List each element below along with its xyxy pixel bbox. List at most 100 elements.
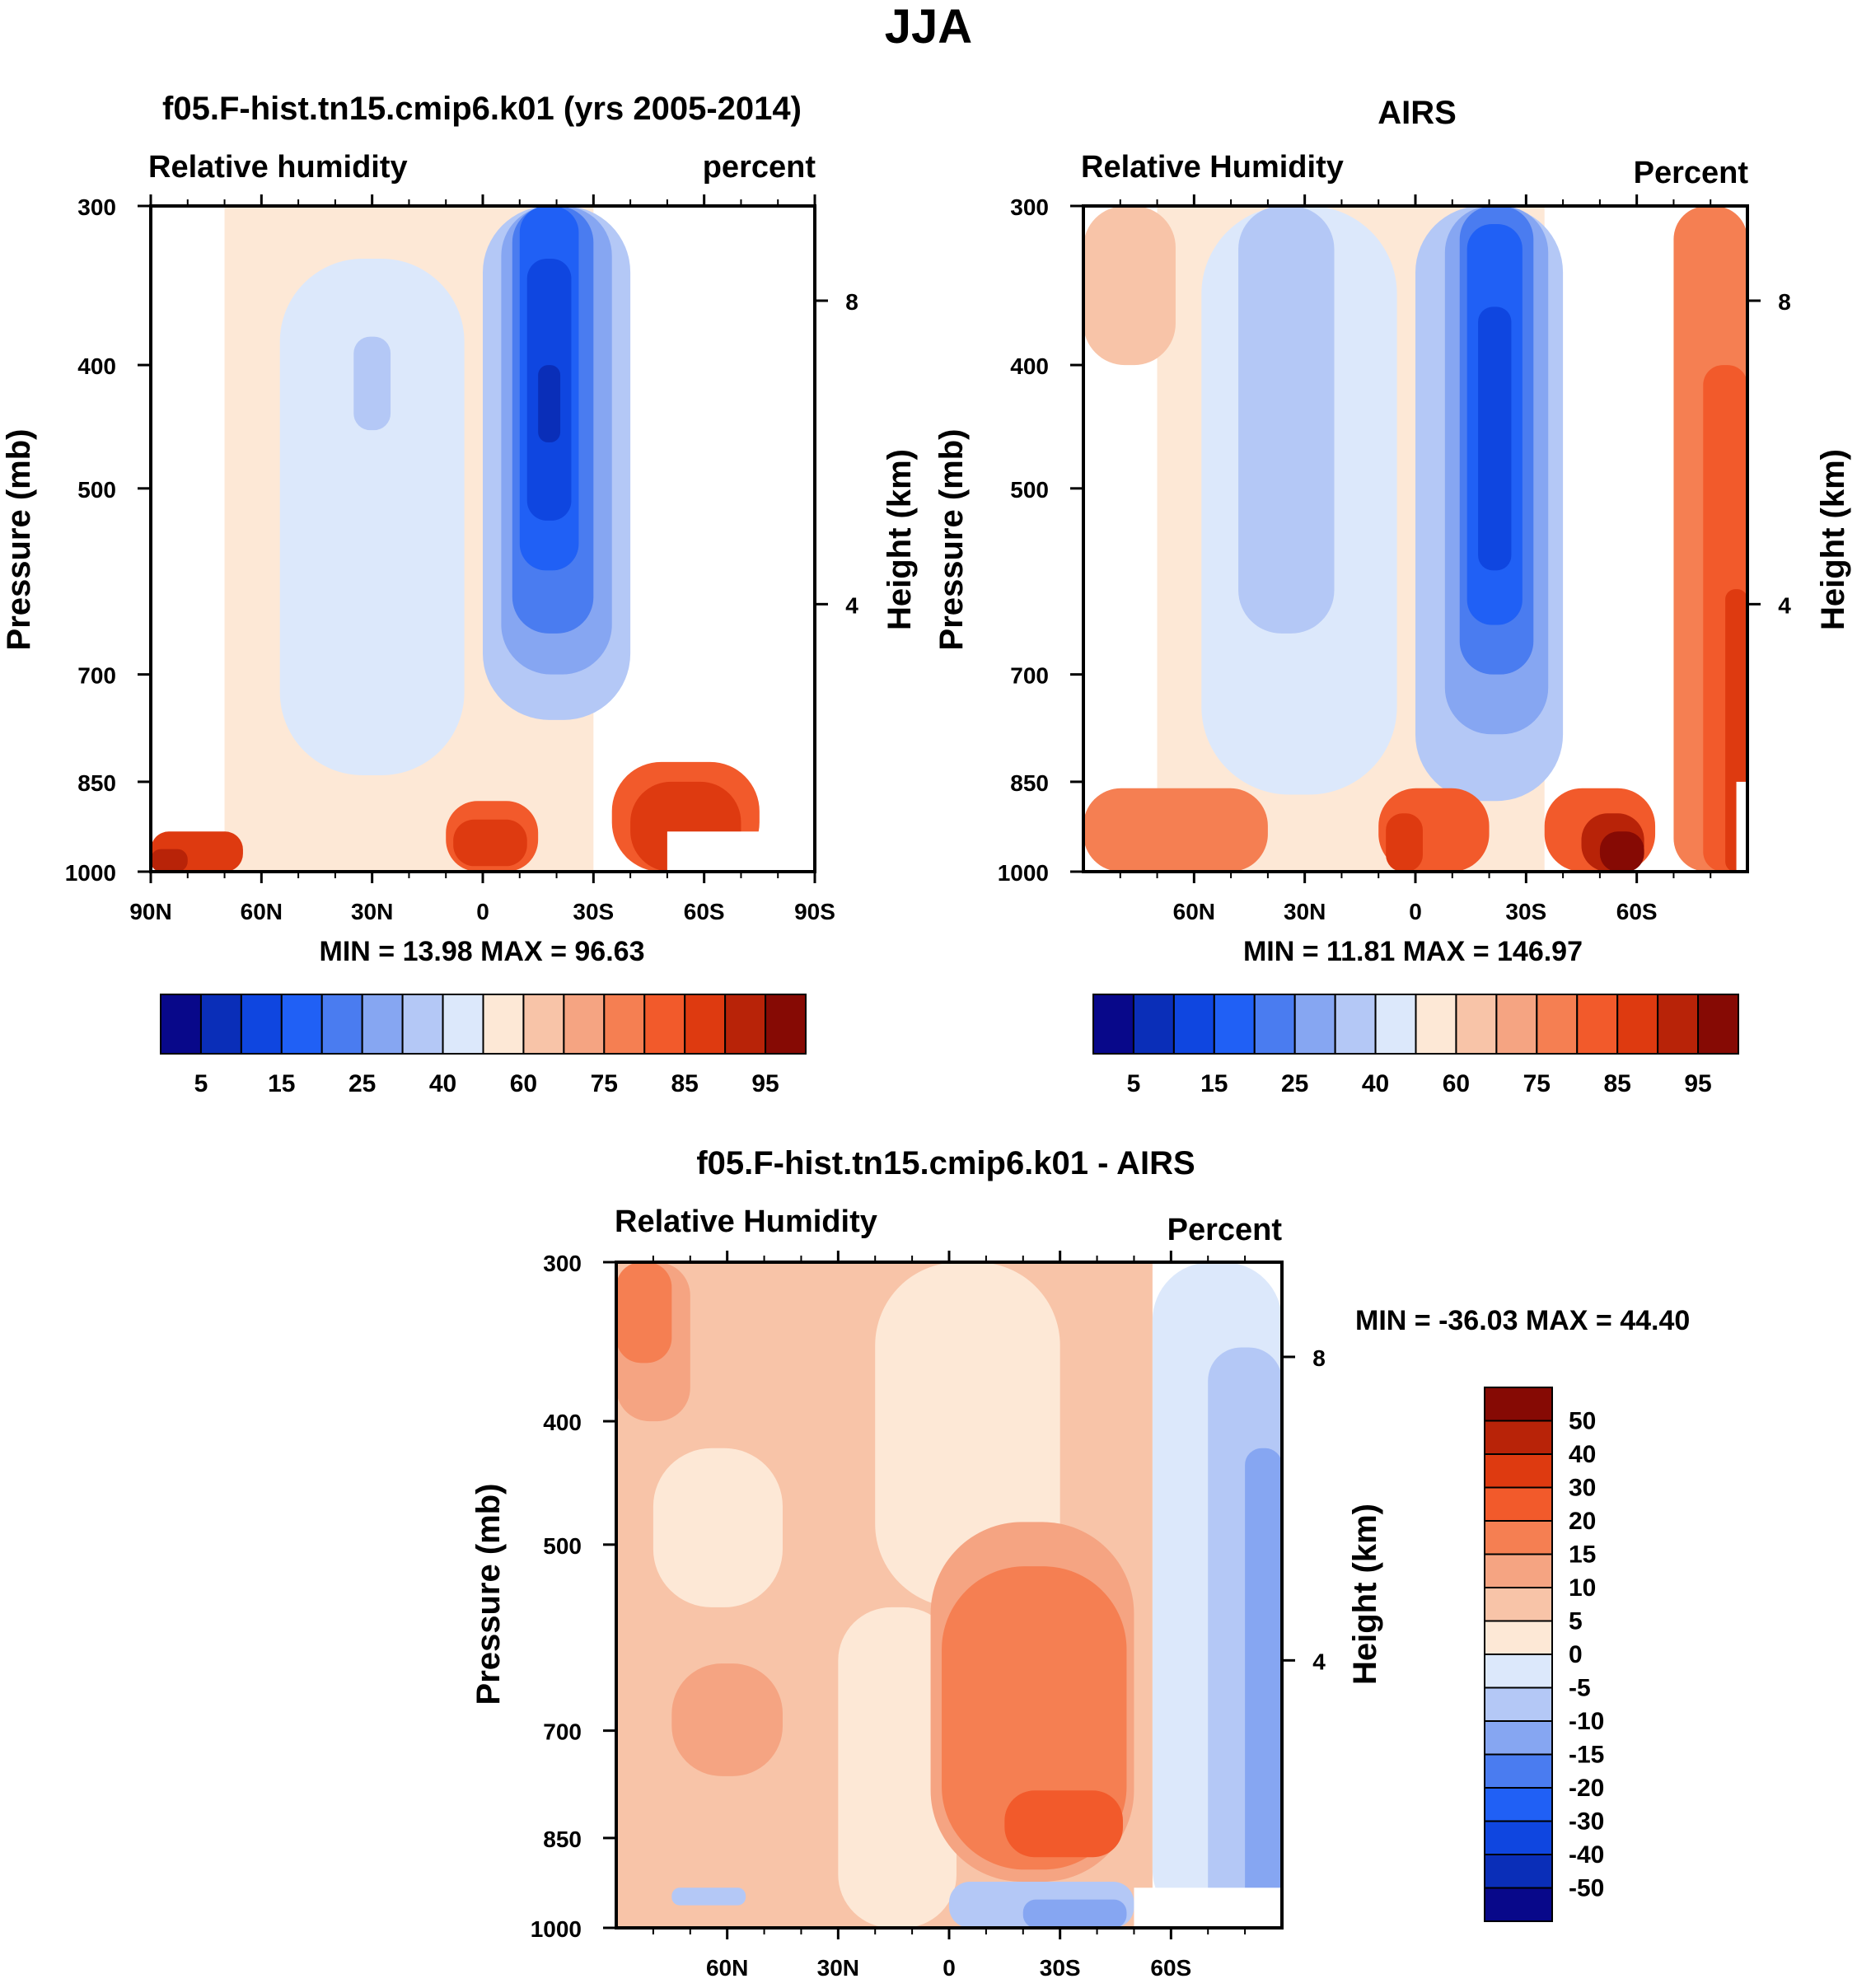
colorbar-swatch [1657, 994, 1700, 1055]
y-axis-right-label: Height (km) [882, 449, 918, 630]
contour-region [538, 365, 561, 442]
contour-region [671, 1663, 783, 1776]
y-tick-label: 1000 [998, 860, 1049, 886]
colorbar-swatch [1484, 1420, 1553, 1455]
colorbar-label: 15 [268, 1070, 295, 1097]
panel-left-label: Relative humidity [148, 150, 408, 185]
colorbar-swatch [320, 994, 363, 1055]
x-tick-label: 90S [794, 899, 835, 924]
panel-right-label: percent [703, 150, 816, 185]
y-tick-label: 850 [1010, 770, 1049, 796]
colorbar-label: 15 [1569, 1541, 1596, 1569]
min-max-readout: MIN = 13.98 MAX = 96.63 [320, 936, 645, 967]
y-tick-label: 500 [77, 477, 116, 503]
colorbar-label: 30 [1569, 1475, 1596, 1502]
x-tick-label: 90N [129, 899, 171, 924]
min-max-readout: MIN = -36.03 MAX = 44.40 [1355, 1305, 1690, 1336]
colorbar-model: 5 15 25 40 60 75 85 95 [160, 994, 807, 1097]
colorbar-swatch [1484, 1720, 1553, 1756]
colorbar-label: 0 [1569, 1641, 1583, 1668]
colorbar-swatch [1253, 994, 1296, 1055]
colorbar-swatch [1484, 1854, 1553, 1889]
x-tick-label: 30N [817, 1955, 859, 1981]
colorbar-swatch [1484, 1387, 1553, 1422]
panel-title: f05.F-hist.tn15.cmip6.k01 - AIRS [696, 1145, 1195, 1181]
contour-plot-difference: 300 400 500 700 850 1000 8 4 60N 30N 0 30S 60S [531, 1251, 1326, 1981]
colorbar-label: 5 [1569, 1608, 1583, 1635]
colorbar-label: 20 [1569, 1508, 1596, 1535]
colorbar-label: 25 [348, 1070, 376, 1097]
panel-right-label: Percent [1167, 1213, 1283, 1247]
contour-fill-area [616, 1262, 1282, 1928]
colorbar-swatch [1484, 1486, 1553, 1522]
colorbar-swatch [1484, 1887, 1553, 1922]
colorbar-swatch [160, 994, 202, 1055]
colorbar-swatch [563, 994, 606, 1055]
min-max-readout: MIN = 11.81 MAX = 146.97 [1243, 936, 1583, 967]
colorbar-swatch [1484, 1587, 1553, 1622]
contour-region [453, 819, 527, 867]
colorbar-label: -50 [1569, 1875, 1604, 1902]
colorbar-swatch [1536, 994, 1579, 1055]
contour-region [1083, 788, 1268, 872]
colorbar-label: -15 [1569, 1742, 1604, 1769]
panel-difference: f05.F-hist.tn15.cmip6.k01 - AIRS Relativ… [470, 1145, 1690, 1981]
x-tick-label: 30N [351, 899, 393, 924]
y-tick-label: 500 [543, 1533, 582, 1559]
x-tick-label: 60N [706, 1955, 748, 1981]
colorbar-swatch [1484, 1686, 1553, 1722]
colorbar-swatch [442, 994, 484, 1055]
y-tick-label: 500 [1010, 477, 1049, 503]
colorbar-swatch [1172, 994, 1215, 1055]
colorbar-label: 50 [1569, 1408, 1596, 1435]
panel-right-label: Percent [1634, 156, 1749, 190]
colorbar-label: 75 [591, 1070, 618, 1097]
y-right-tick-label: 4 [1778, 592, 1791, 618]
panel-model: f05.F-hist.tn15.cmip6.k01 (yrs 2005-2014… [1, 91, 918, 1097]
colorbar-swatch [522, 994, 565, 1055]
colorbar-swatch [1484, 1820, 1553, 1855]
y-tick-label: 850 [77, 770, 116, 796]
colorbar-swatch [684, 994, 727, 1055]
contour-region [1478, 306, 1512, 571]
y-right-tick-label: 8 [1778, 289, 1791, 315]
x-tick-label: 60N [1173, 899, 1215, 924]
colorbar-swatch [1484, 1553, 1553, 1588]
colorbar-swatch [482, 994, 525, 1055]
colorbar-swatch [1334, 994, 1377, 1055]
colorbar-label: -40 [1569, 1841, 1604, 1869]
y-axis-right-label: Height (km) [1815, 449, 1851, 630]
x-tick-label: 30S [1505, 899, 1546, 924]
y-tick-label: 400 [77, 353, 116, 379]
colorbar-label: 40 [1569, 1441, 1596, 1468]
contour-region [151, 849, 188, 872]
colorbar-label: 40 [429, 1070, 456, 1097]
colorbar-swatch [603, 994, 646, 1055]
y-tick-label: 700 [543, 1719, 582, 1745]
colorbar-swatch [1293, 994, 1336, 1055]
y-tick-label: 700 [77, 663, 116, 689]
y-tick-label: 850 [543, 1827, 582, 1852]
colorbar-label: 40 [1362, 1070, 1389, 1097]
colorbar-swatch [1484, 1753, 1553, 1789]
contour-region [1245, 1448, 1282, 1928]
y-tick-label: 1000 [65, 860, 116, 886]
contour-region [1386, 813, 1423, 872]
contour-region [838, 1607, 957, 1928]
y-tick-label: 700 [1010, 663, 1049, 689]
x-tick-label: 60S [684, 899, 725, 924]
y-axis-label: Pressure (mb) [933, 429, 970, 651]
y-axis-label: Pressure (mb) [1, 429, 37, 651]
contour-region [671, 1887, 746, 1906]
contour-fill-area [151, 206, 815, 872]
contour-plot-airs: 300 400 500 700 850 1000 8 4 60N 30N 0 30S 60S [998, 194, 1791, 924]
colorbar-swatch [1495, 994, 1538, 1055]
colorbar-label: 95 [751, 1070, 779, 1097]
colorbar-swatch [1132, 994, 1175, 1055]
panel-left-label: Relative Humidity [615, 1204, 877, 1239]
contour-fill-area [1083, 206, 1747, 872]
missing-data-box [667, 831, 815, 872]
panel-airs: AIRS Relative Humidity Percent 300400500… [933, 95, 1851, 1097]
